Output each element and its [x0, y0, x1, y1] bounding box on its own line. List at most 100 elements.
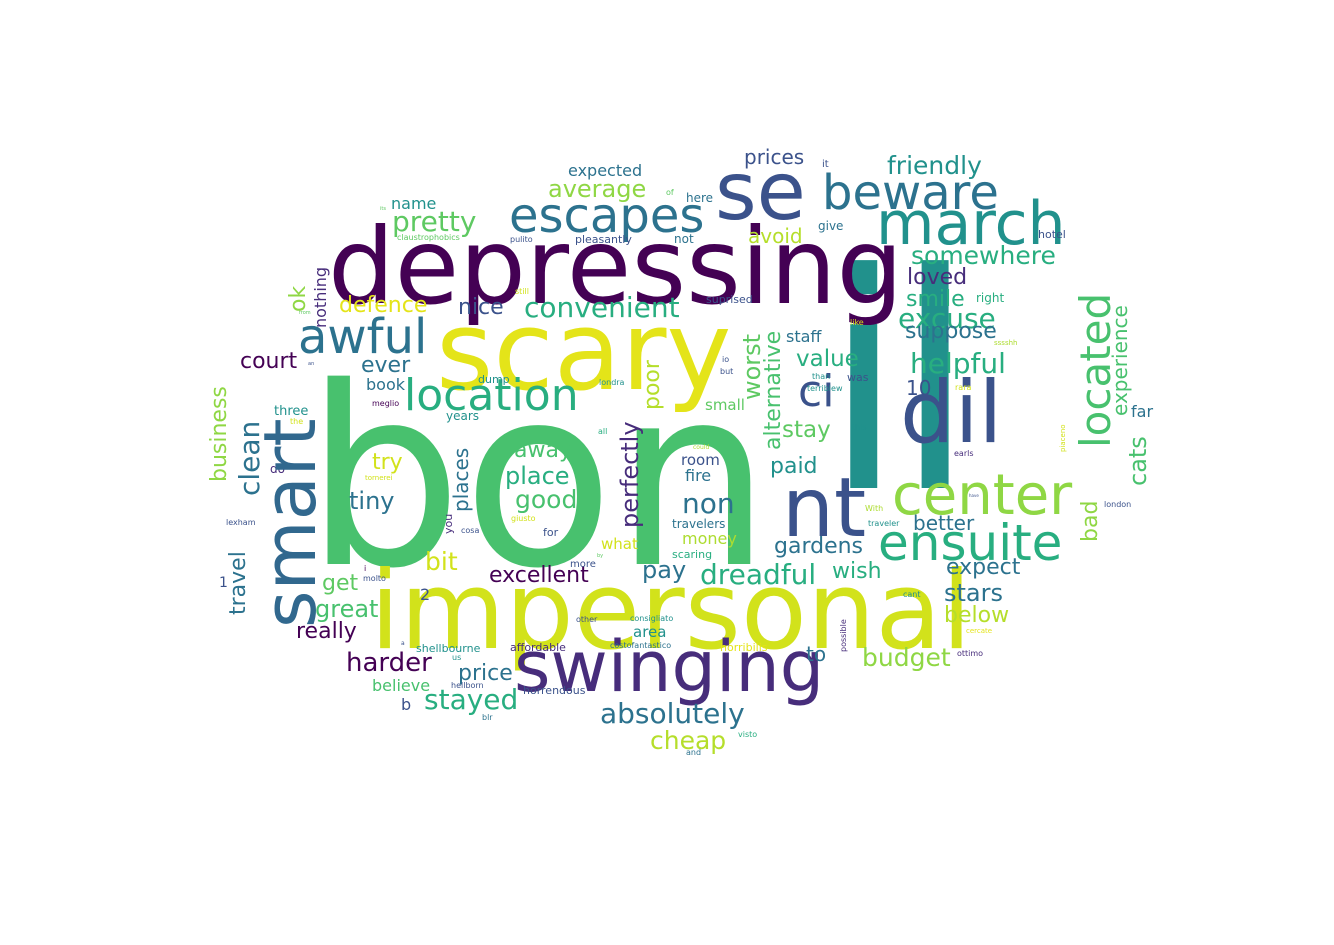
word-avoid: avoid — [748, 224, 803, 248]
word-really: really — [296, 619, 357, 644]
word-earls: earls — [954, 449, 974, 458]
word-somewhere: somewhere — [911, 241, 1056, 270]
word-scaring: scaring — [672, 548, 713, 561]
word-10: 10 — [906, 376, 932, 400]
word-defence: defence — [339, 293, 428, 318]
word-great: great — [315, 595, 379, 623]
word-name: name — [391, 194, 437, 213]
word-loved: loved — [907, 265, 968, 290]
word-money: money — [682, 529, 737, 548]
word-nice: nice — [458, 295, 504, 320]
word-small: small — [705, 396, 745, 414]
word-cosa: cosa — [461, 526, 480, 535]
word-possible: possible — [839, 619, 848, 652]
word-gardens: gardens — [774, 534, 864, 559]
word-right: right — [976, 291, 1005, 305]
word-clean: clean — [233, 420, 266, 496]
word-you: you — [442, 513, 455, 534]
word-give: give — [818, 219, 844, 233]
word-far: far — [1131, 402, 1154, 421]
word-absolutely: absolutely — [600, 697, 745, 730]
word-alternative: alternative — [761, 330, 786, 450]
word-with: With — [865, 504, 884, 513]
word-poor: poor — [640, 360, 665, 410]
word-expected: expected — [568, 161, 643, 180]
word-value: value — [796, 346, 859, 372]
word-i: i — [364, 564, 367, 573]
word-io: io — [722, 355, 730, 364]
word-terriblew: terriblew — [807, 384, 843, 393]
word-court: court — [240, 349, 298, 374]
word-this: this — [852, 423, 867, 432]
word-to: to — [806, 642, 827, 666]
word-it: it — [822, 159, 829, 170]
word-what: what — [601, 535, 638, 553]
word-harder: harder — [346, 648, 432, 678]
word-pay: pay — [642, 556, 687, 584]
word-could: could — [693, 444, 710, 451]
word-its: its — [380, 206, 386, 212]
word-for: for — [543, 526, 559, 539]
word-hellborn: hellborn — [451, 681, 484, 690]
word-ok: ok — [286, 285, 311, 312]
word-swinging: swinging — [514, 626, 825, 708]
word-march: march — [876, 189, 1066, 259]
word-hotel: hotel — [1038, 228, 1066, 241]
word-location: location — [404, 370, 579, 421]
word-meglio: meglio — [372, 399, 400, 408]
word-awful: awful — [298, 309, 428, 365]
word-places: places — [449, 447, 473, 512]
word-like: like — [850, 318, 864, 327]
word-but: but — [720, 367, 734, 376]
word-all: all — [598, 427, 608, 436]
word-away: away — [514, 438, 572, 463]
word-price: price — [458, 661, 513, 686]
word-ever: ever — [361, 353, 411, 378]
word-believe: believe — [372, 676, 431, 695]
word-se: se — [715, 145, 806, 238]
word-tiny: tiny — [349, 487, 395, 515]
word-tornerei: tornerei — [365, 474, 393, 482]
word-fire: fire — [685, 466, 712, 485]
word-more: more — [570, 559, 596, 570]
word-bad: bad — [1078, 500, 1103, 542]
word-escapes: escapes — [509, 188, 705, 244]
word-prices: prices — [744, 145, 805, 169]
word-travel: travel — [226, 551, 251, 615]
word-place: place — [505, 462, 570, 490]
word-2: 2 — [420, 585, 431, 604]
word-a: a — [401, 640, 405, 647]
word-pulito: pulito — [510, 235, 533, 244]
word-depressing: depressing — [328, 206, 904, 328]
word-here: here — [686, 191, 714, 205]
word-rara: rara — [955, 383, 972, 392]
word-by: by — [597, 553, 604, 559]
word-claustrophobics: claustrophobics — [397, 233, 460, 242]
word-affordable: affordable — [510, 641, 566, 654]
word-cats: cats — [1124, 436, 1152, 486]
word-nothing: nothing — [311, 266, 330, 328]
word-visto: visto — [738, 730, 758, 739]
word-us: us — [452, 653, 462, 662]
word-stars: stars — [944, 579, 1003, 607]
word-book: book — [366, 375, 405, 394]
word-londra: londra — [599, 378, 625, 387]
word-traveler: traveler — [868, 519, 900, 528]
word-molto: molto — [363, 574, 386, 583]
word-staff: staff — [786, 327, 822, 346]
word-wish: wish — [832, 559, 882, 584]
word-have: have — [969, 493, 979, 498]
word-nt: nt — [782, 461, 867, 556]
word-lexham: lexham — [226, 518, 256, 527]
word-stayed: stayed — [424, 683, 519, 716]
word-convenient: convenient — [524, 291, 680, 324]
word-experience: experience — [1108, 305, 1132, 416]
word-paid: paid — [770, 454, 818, 479]
word-area: area — [633, 623, 667, 641]
word-better: better — [913, 511, 975, 535]
word-horrendous: horrendous — [523, 684, 586, 697]
word-center: center — [892, 463, 1073, 528]
word-other: other — [576, 615, 598, 624]
word-blr: blr — [482, 713, 493, 722]
